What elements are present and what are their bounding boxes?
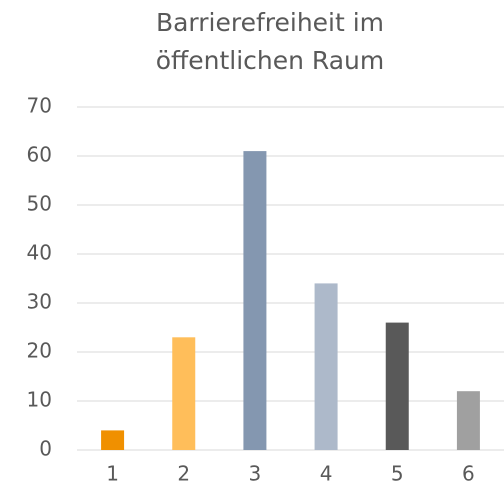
x-tick-label: 3 — [249, 462, 262, 486]
bar — [314, 283, 338, 450]
bar — [456, 391, 480, 450]
bar — [243, 151, 267, 450]
x-tick-label: 4 — [320, 462, 333, 486]
y-tick-label: 0 — [39, 437, 52, 461]
bar — [101, 430, 125, 450]
x-tick-label: 1 — [106, 462, 119, 486]
x-tick-label: 6 — [462, 462, 475, 486]
y-tick-label: 70 — [27, 94, 52, 118]
y-tick-label: 20 — [27, 339, 52, 363]
y-tick-label: 60 — [27, 143, 52, 167]
y-tick-label: 50 — [27, 192, 52, 216]
y-tick-label: 10 — [27, 388, 52, 412]
y-tick-label: 30 — [27, 290, 52, 314]
chart-title: Barrierefreiheit im öffentlichen Raum — [155, 8, 385, 75]
bar — [385, 322, 409, 450]
x-tick-label: 2 — [177, 462, 190, 486]
x-tick-label: 5 — [391, 462, 404, 486]
y-tick-label: 40 — [27, 241, 52, 265]
bar — [172, 337, 196, 450]
